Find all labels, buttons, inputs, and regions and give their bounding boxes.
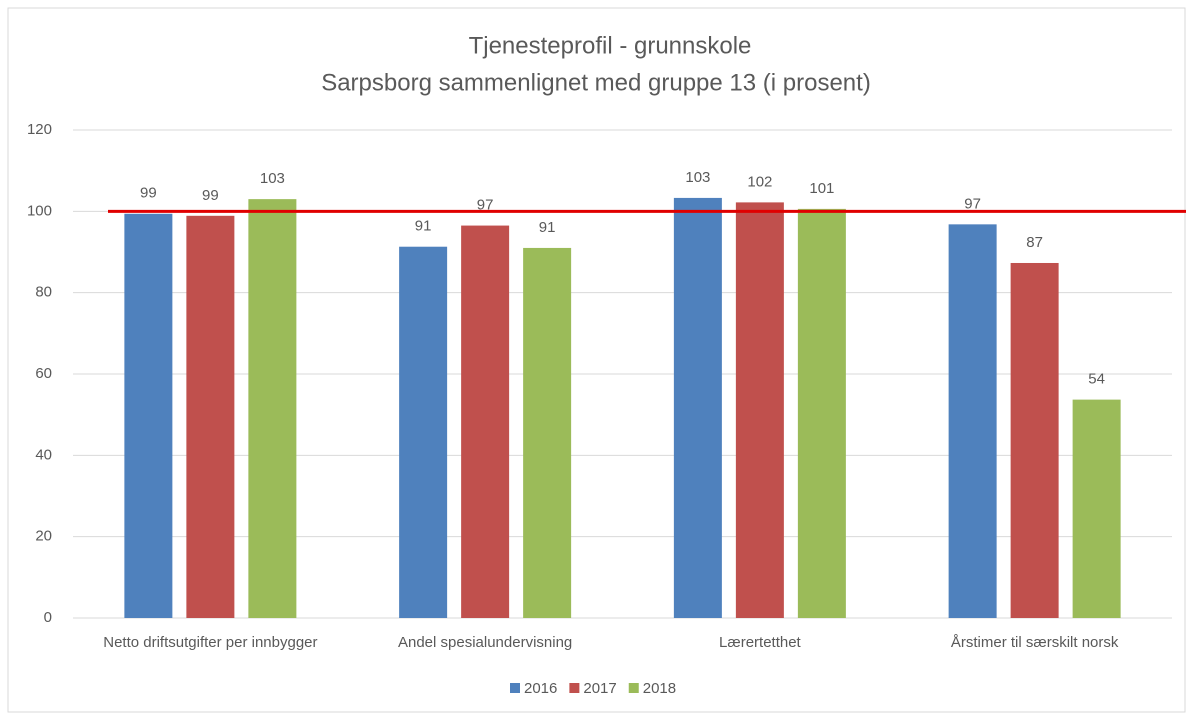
x-tick-label: Andel spesialundervisning (398, 634, 572, 651)
bar (735, 202, 784, 619)
x-tick-label: Årstimer til særskilt norsk (951, 634, 1119, 651)
bar (1072, 399, 1121, 618)
bar (523, 247, 572, 618)
y-tick-label: 60 (35, 365, 52, 382)
legend-label: 2017 (583, 680, 616, 697)
y-tick-label: 0 (44, 609, 52, 626)
chart-subtitle: Sarpsborg sammenlignet med gruppe 13 (i … (321, 69, 871, 96)
data-label: 103 (260, 170, 285, 187)
bar (124, 213, 173, 619)
legend-swatch (569, 683, 580, 693)
x-tick-label: Lærertetthet (719, 634, 802, 651)
y-tick-label: 20 (35, 528, 52, 545)
data-label: 54 (1088, 371, 1105, 388)
x-tick-label: Netto driftsutgifter per innbygger (103, 634, 317, 651)
bar (797, 208, 846, 619)
bar (186, 215, 235, 618)
data-label: 102 (747, 173, 772, 190)
y-tick-label: 80 (35, 284, 52, 301)
data-label: 103 (685, 169, 710, 186)
data-label: 99 (202, 187, 219, 204)
legend-label: 2016 (524, 680, 557, 697)
data-label: 87 (1026, 234, 1043, 251)
y-tick-label: 100 (27, 202, 52, 219)
bar (248, 199, 297, 618)
bar (1010, 262, 1059, 618)
bar (673, 197, 722, 618)
bar (948, 224, 997, 618)
chart-border (7, 7, 1186, 713)
legend-swatch (628, 683, 639, 693)
data-label: 97 (477, 197, 494, 214)
legend-swatch (510, 683, 520, 693)
data-label: 91 (415, 218, 432, 235)
data-label: 101 (809, 180, 834, 197)
bar (399, 246, 448, 619)
chart-title: Tjenesteprofil - grunnskole (469, 32, 752, 59)
data-label: 99 (140, 185, 157, 202)
bar (461, 225, 510, 619)
y-tick-label: 120 (27, 121, 52, 138)
legend-label: 2018 (643, 680, 676, 697)
data-label: 91 (539, 219, 556, 236)
data-label: 97 (964, 195, 981, 212)
y-tick-label: 40 (35, 446, 52, 463)
